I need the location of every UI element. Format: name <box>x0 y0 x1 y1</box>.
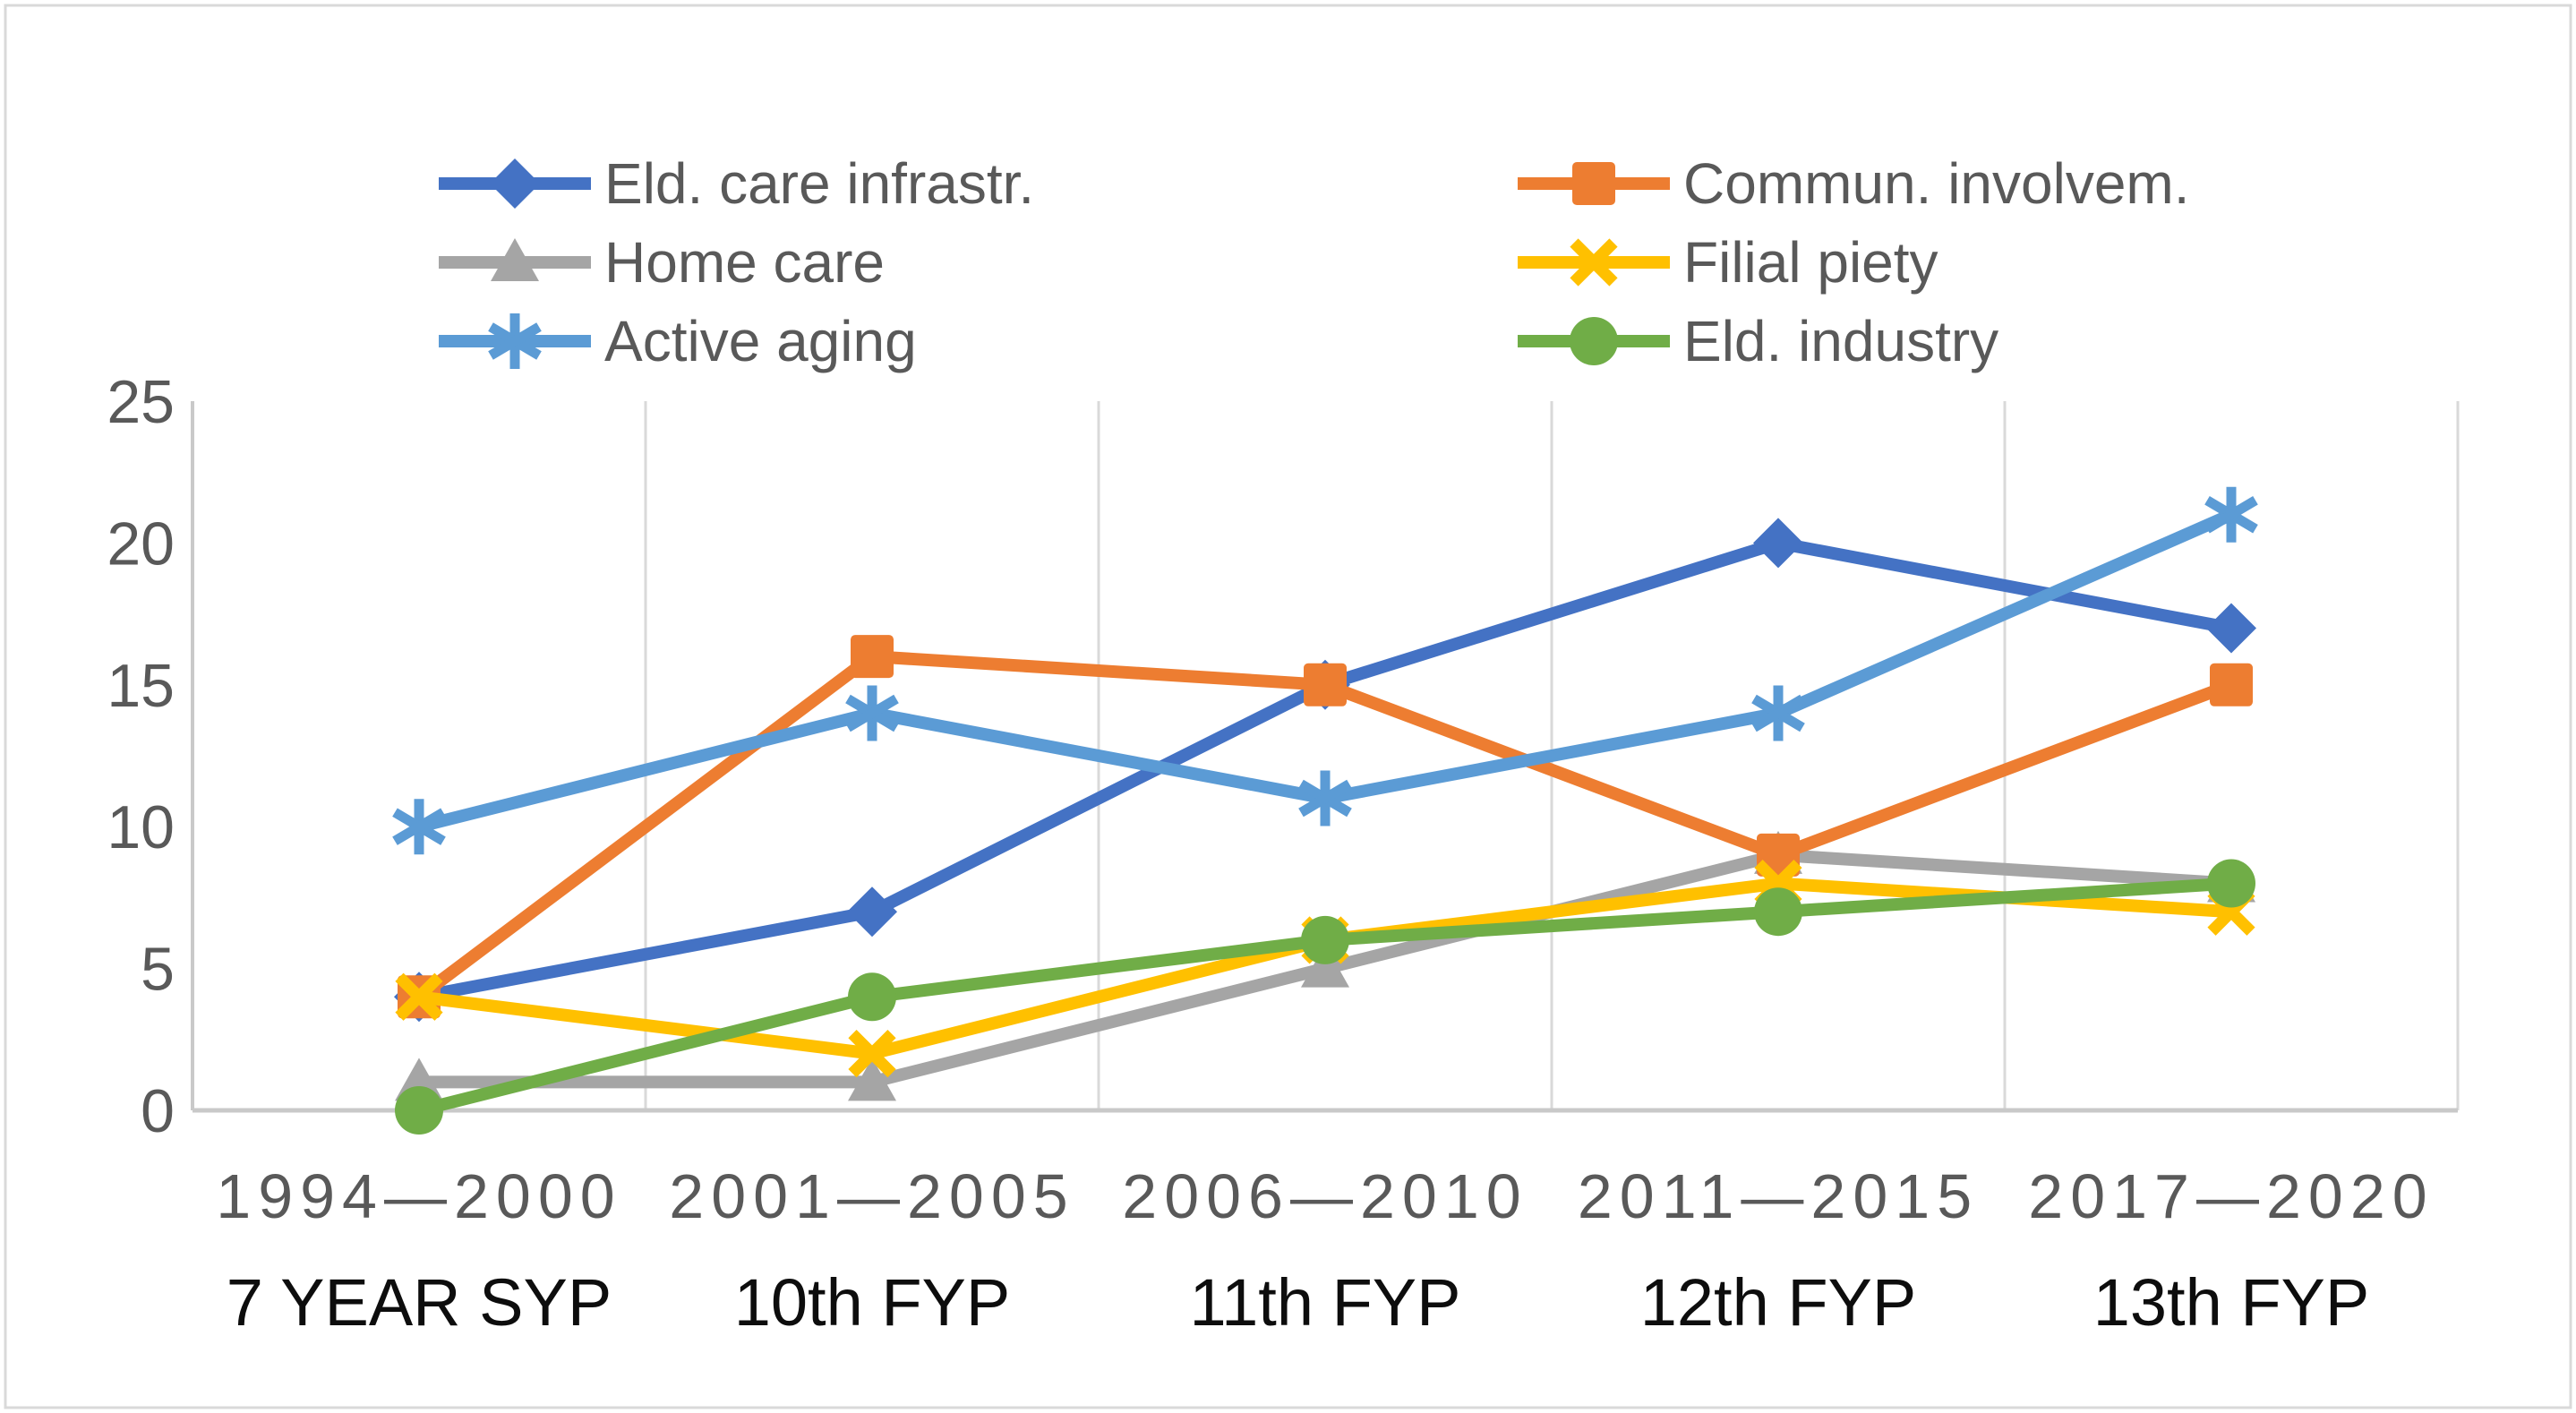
legend-label: Home care <box>604 230 885 295</box>
legend-marker-circle-icon <box>1570 317 1618 365</box>
marker-eld-industry-1 <box>848 972 896 1022</box>
square-marker-icon <box>851 635 894 679</box>
marker-eld-industry-0 <box>395 1086 443 1135</box>
circle-marker-icon <box>2207 859 2255 908</box>
x-axis-plan-label: 13th FYP <box>2093 1265 2370 1340</box>
triangle-marker-icon <box>491 238 539 281</box>
marker-home-care-2 <box>1301 944 1349 988</box>
x-axis-category-label: 2001—2005 <box>669 1161 1074 1231</box>
asterisk-marker-icon <box>845 694 899 732</box>
marker-home-care-1 <box>848 1058 896 1101</box>
legend-label: Filial piety <box>1683 230 1938 295</box>
legend-marker-triangle-icon <box>491 238 539 281</box>
circle-marker-icon <box>1570 317 1618 365</box>
marker-eld-care-infrastr-4 <box>2206 603 2256 654</box>
circle-marker-icon <box>395 1086 443 1135</box>
marker-active-aging-0 <box>392 799 446 855</box>
y-axis-tick-label: 10 <box>107 793 175 861</box>
legend-marker-asterisk-icon <box>488 313 542 369</box>
y-axis-tick-label: 25 <box>107 368 175 436</box>
marker-commun-involvem-2 <box>1304 663 1347 706</box>
marker-commun-involvem-4 <box>2210 663 2253 706</box>
x-axis-plan-label: 7 YEAR SYP <box>227 1265 612 1340</box>
y-axis-tick-label: 20 <box>107 510 175 578</box>
marker-eld-industry-3 <box>1754 887 1802 937</box>
square-marker-icon <box>1304 663 1347 706</box>
marker-active-aging-1 <box>845 685 899 741</box>
x-axis-plan-label: 10th FYP <box>734 1265 1011 1340</box>
diamond-marker-icon <box>1753 518 1803 569</box>
diamond-marker-icon <box>847 886 897 938</box>
circle-marker-icon <box>848 972 896 1022</box>
diamond-marker-icon <box>2206 603 2256 654</box>
asterisk-marker-icon <box>488 322 542 360</box>
marker-active-aging-3 <box>1751 685 1805 741</box>
x-marker-icon <box>1570 238 1618 287</box>
legend-label: Eld. care infrastr. <box>604 151 1034 216</box>
marker-filial-piety-0 <box>395 972 443 1021</box>
asterisk-marker-icon <box>1298 779 1352 818</box>
marker-eld-care-infrastr-1 <box>847 886 897 938</box>
marker-active-aging-4 <box>2204 486 2258 543</box>
marker-eld-industry-4 <box>2207 859 2255 908</box>
marker-eld-industry-2 <box>1301 915 1349 964</box>
y-axis-tick-label: 0 <box>141 1077 175 1145</box>
legend-marker-diamond-icon <box>490 158 540 209</box>
asterisk-marker-icon <box>1751 694 1805 732</box>
x-axis-plan-label: 11th FYP <box>1189 1265 1460 1340</box>
y-axis-tick-label: 5 <box>141 936 175 1004</box>
legend-label: Commun. involvem. <box>1683 151 2190 216</box>
circle-marker-icon <box>1301 915 1349 964</box>
x-marker-icon <box>395 972 443 1021</box>
y-axis-tick-label: 15 <box>107 652 175 720</box>
asterisk-marker-icon <box>392 808 446 845</box>
triangle-marker-icon <box>1301 944 1349 988</box>
marker-filial-piety-1 <box>848 1030 896 1078</box>
marker-eld-care-infrastr-3 <box>1753 518 1803 569</box>
diamond-marker-icon <box>490 158 540 209</box>
legend-marker-x-icon <box>1570 238 1618 287</box>
marker-active-aging-2 <box>1298 770 1352 826</box>
legend-label: Active aging <box>604 309 917 373</box>
x-axis-category-label: 1994—2000 <box>216 1161 621 1231</box>
x-axis-category-label: 2017—2020 <box>2028 1161 2434 1231</box>
legend-marker-square-icon <box>1572 162 1615 205</box>
x-axis-category-label: 2006—2010 <box>1122 1161 1528 1231</box>
marker-commun-involvem-1 <box>851 635 894 679</box>
square-marker-icon <box>1572 162 1615 205</box>
triangle-marker-icon <box>848 1058 896 1101</box>
circle-marker-icon <box>1754 887 1802 937</box>
x-marker-icon <box>848 1030 896 1078</box>
figure-border <box>4 4 2572 1409</box>
x-axis-plan-label: 12th FYP <box>1640 1265 1917 1340</box>
x-axis-category-label: 2011—2015 <box>1578 1161 1979 1231</box>
legend-label: Eld. industry <box>1683 309 1998 373</box>
asterisk-marker-icon <box>2204 495 2258 534</box>
square-marker-icon <box>2210 663 2253 706</box>
